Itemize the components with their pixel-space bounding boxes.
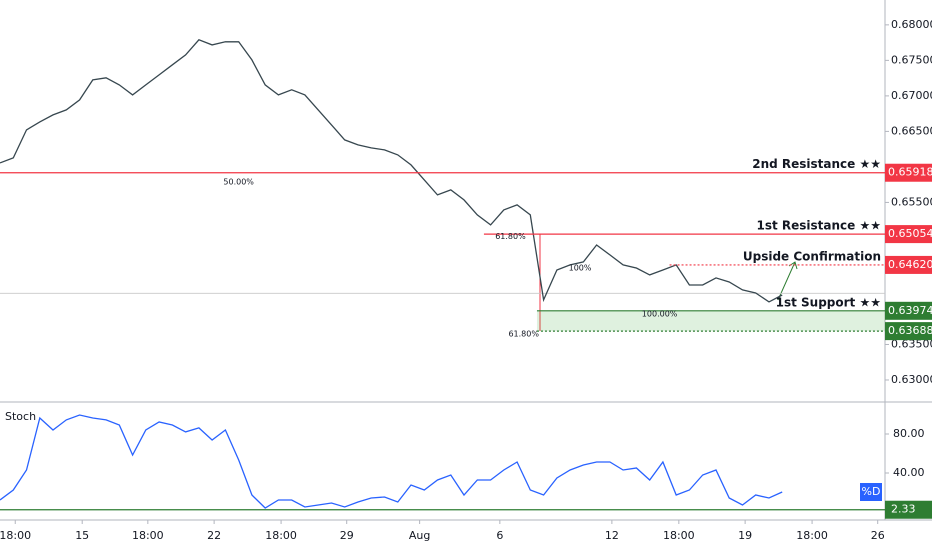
legend-label: %D — [862, 485, 881, 498]
x-tick-label: 18:00 — [132, 529, 164, 542]
x-tick-label: 15 — [75, 529, 89, 542]
legend-box — [860, 483, 882, 501]
level-value: 2.33 — [891, 503, 916, 516]
x-tick-label: 18:00 — [663, 529, 695, 542]
fib-label: 61.80% — [495, 232, 526, 241]
fib-label: 100% — [569, 263, 592, 272]
level-box — [885, 163, 932, 182]
level-value: 0.63974 — [888, 304, 932, 317]
y-tick-label: 0.66500 — [891, 124, 932, 137]
y-tick-label: 0.67500 — [891, 53, 932, 66]
level-value: 0.65054 — [888, 227, 932, 240]
level-box — [885, 500, 932, 519]
level-name: 2nd Resistance ★★ — [752, 157, 881, 171]
y-tick-label: 40.00 — [893, 466, 925, 479]
level-name: Upside Confirmation — [743, 249, 881, 263]
x-tick-label: 26 — [871, 529, 885, 542]
fib-label: 61.80% — [508, 329, 539, 338]
y-tick-label: 0.63500 — [891, 337, 932, 350]
x-tick-label: 6 — [496, 529, 503, 542]
level-value: 0.65918 — [888, 166, 932, 179]
y-tick-label: 0.65500 — [891, 195, 932, 208]
x-tick-label: 18:00 — [796, 529, 828, 542]
x-tick-label: 29 — [340, 529, 354, 542]
level-box — [885, 255, 932, 274]
x-tick-label: 18:00 — [0, 529, 31, 542]
level-box — [885, 322, 932, 341]
level-box — [885, 301, 932, 320]
series-line — [0, 39, 783, 303]
x-tick-label: 22 — [207, 529, 221, 542]
y-tick-label: 0.67000 — [891, 89, 932, 102]
y-tick-label: 0.63000 — [891, 373, 932, 386]
level-value: 0.64620 — [888, 258, 932, 271]
x-tick-label: 12 — [605, 529, 619, 542]
x-tick-label: 18:00 — [265, 529, 297, 542]
series-line — [0, 414, 783, 509]
y-tick-label: 0.68000 — [891, 18, 932, 31]
stoch-title: Stoch — [5, 410, 36, 423]
level-name: 1st Support ★★ — [776, 295, 881, 309]
level-value: 0.63688 — [888, 324, 932, 337]
fib-label: 50.00% — [223, 177, 254, 186]
x-tick-label: 19 — [738, 529, 752, 542]
level-name: 1st Resistance ★★ — [756, 219, 881, 233]
level-box — [885, 225, 932, 244]
y-tick-label: 80.00 — [893, 427, 925, 440]
fib-label: 100.00% — [642, 309, 678, 318]
x-tick-label: Aug — [409, 529, 430, 542]
support-zone — [536, 310, 885, 332]
